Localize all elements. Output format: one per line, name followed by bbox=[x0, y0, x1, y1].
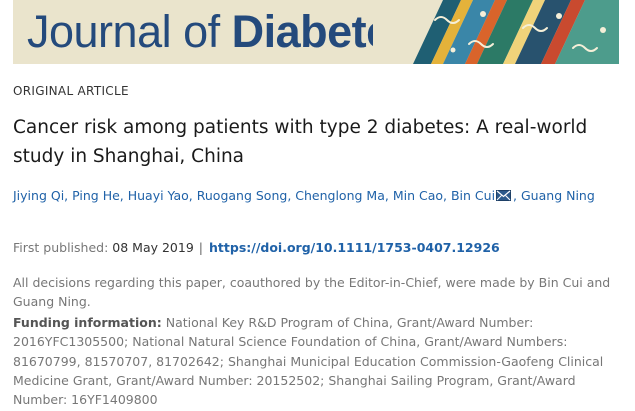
banner-decorative-art bbox=[373, 0, 619, 64]
author-separator: , bbox=[513, 188, 521, 203]
author-link[interactable]: Min Cao bbox=[392, 188, 444, 203]
publication-info: First published: 08 May 2019 | https://doi… bbox=[13, 240, 500, 255]
author-separator: , bbox=[384, 188, 393, 203]
divider: | bbox=[198, 240, 204, 255]
article-type: ORIGINAL ARTICLE bbox=[13, 84, 129, 98]
journal-title-light: Journal of bbox=[27, 6, 220, 57]
funding-label: Funding information: bbox=[13, 315, 162, 330]
author-separator: , bbox=[443, 188, 451, 203]
author-list: Jiying Qi, Ping He, Huayi Yao, Ruogang S… bbox=[13, 185, 613, 206]
doi-link[interactable]: https://doi.org/10.1111/1753-0407.12926 bbox=[209, 240, 500, 255]
envelope-icon[interactable] bbox=[496, 190, 512, 201]
author-link[interactable]: Guang Ning bbox=[521, 188, 595, 203]
author-link[interactable]: Ping He bbox=[72, 188, 120, 203]
author-link[interactable]: Chenglong Ma bbox=[295, 188, 385, 203]
author-link[interactable]: Jiying Qi bbox=[13, 188, 65, 203]
author-separator: , bbox=[188, 188, 197, 203]
funding-information: Funding information: National Key R&D Pr… bbox=[13, 313, 613, 409]
author-link[interactable]: Huayi Yao bbox=[127, 188, 189, 203]
first-published-label: First published: bbox=[13, 240, 109, 255]
article-title: Cancer risk among patients with type 2 d… bbox=[13, 117, 588, 167]
funding-text: National Key R&D Program of China, Grant… bbox=[13, 315, 604, 408]
author-separator: , bbox=[64, 188, 73, 203]
author-separator: , bbox=[287, 188, 296, 203]
journal-banner[interactable]: Journal of Diabetes bbox=[13, 0, 619, 64]
publication-date: 08 May 2019 bbox=[112, 240, 194, 255]
author-separator: , bbox=[119, 188, 128, 203]
author-link[interactable]: Ruogang Song bbox=[196, 188, 288, 203]
author-link[interactable]: Bin Cui bbox=[450, 188, 496, 203]
editorial-note: All decisions regarding this paper, coau… bbox=[13, 275, 611, 309]
journal-title[interactable]: Journal of Diabetes bbox=[27, 4, 416, 60]
